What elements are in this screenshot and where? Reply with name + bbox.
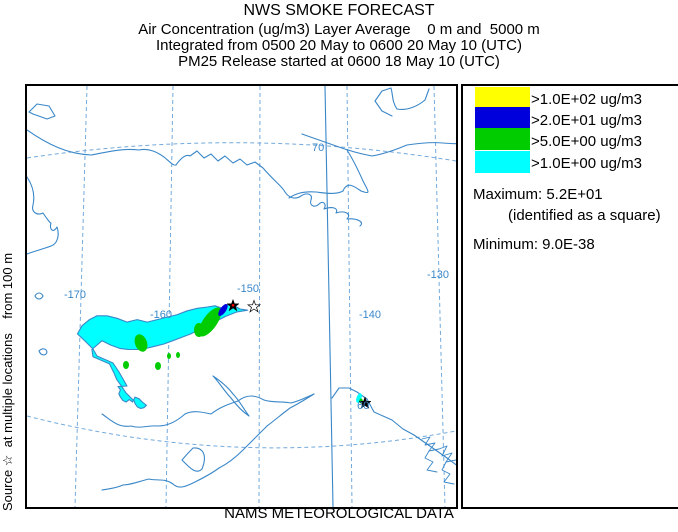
svg-text:-150: -150 xyxy=(237,283,259,295)
svg-text:-130: -130 xyxy=(427,269,449,281)
svg-text:70: 70 xyxy=(312,142,324,154)
svg-text:-140: -140 xyxy=(359,309,381,321)
svg-text:-170: -170 xyxy=(64,289,86,301)
svg-text:60: 60 xyxy=(357,400,369,412)
svg-text:-160: -160 xyxy=(150,309,172,321)
